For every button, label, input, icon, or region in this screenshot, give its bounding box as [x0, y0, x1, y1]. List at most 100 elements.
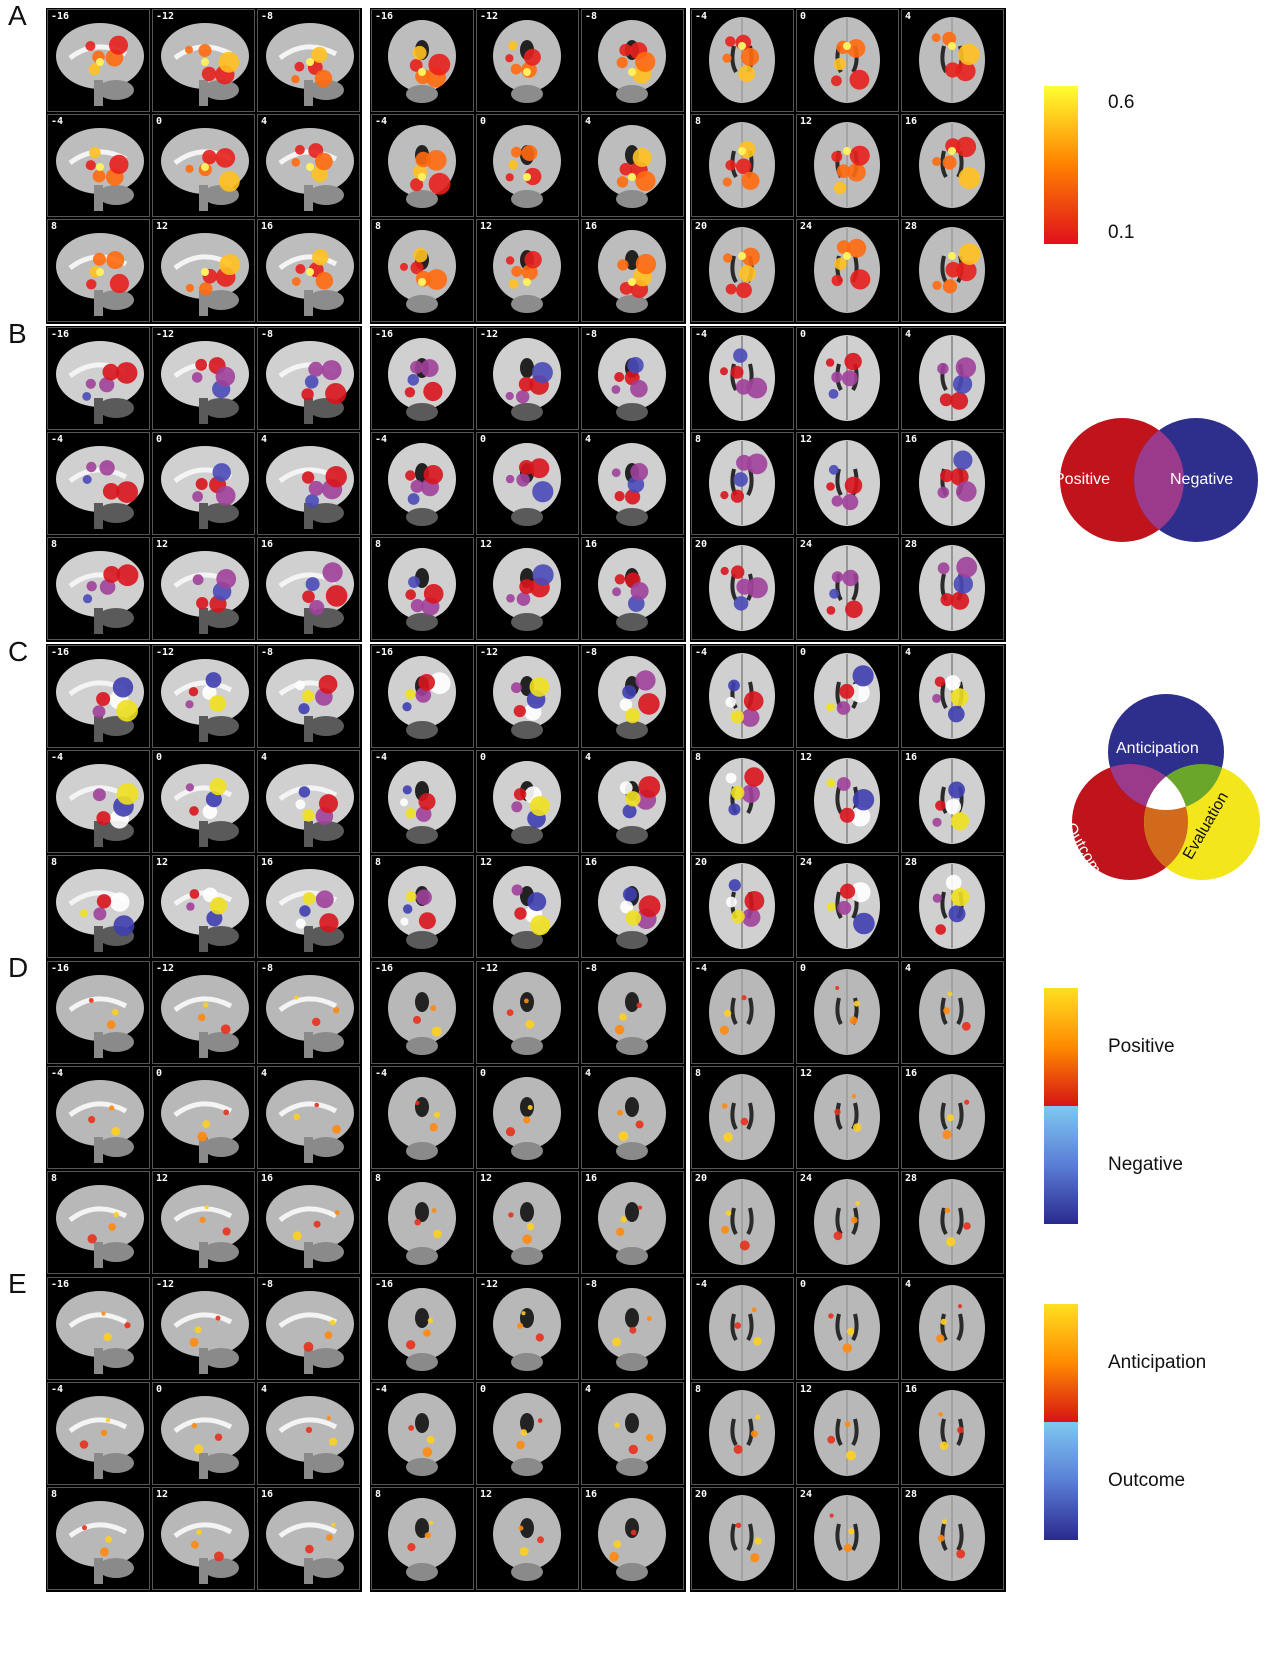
brain-slice-cell: 4	[581, 432, 684, 535]
brain-slice-cell: -16	[371, 1277, 474, 1380]
colorbar-top-label: Positive	[1108, 1036, 1175, 1057]
slice-coordinate-label: 16	[261, 221, 274, 232]
axial-brain-slice	[814, 440, 880, 526]
brain-slice-cell: 12	[152, 219, 255, 322]
brain-slice-cell: 8	[691, 1382, 794, 1485]
slice-coordinate-label: 16	[585, 1489, 598, 1500]
brain-slice-cell: 16	[901, 114, 1004, 217]
brain-slice-cell: 4	[581, 114, 684, 217]
slice-coordinate-label: 4	[585, 1068, 592, 1079]
brain-slice-cell: 8	[371, 537, 474, 640]
slice-coordinate-label: 8	[51, 539, 58, 550]
brain-slice-cell: -16	[371, 961, 474, 1064]
brain-slice-cell: 24	[796, 1171, 899, 1274]
sagittal-brain-slice	[56, 551, 144, 634]
slice-coordinate-label: 4	[905, 11, 912, 22]
slice-coordinate-label: 8	[695, 752, 702, 763]
brain-slice-cell: -16	[47, 645, 150, 748]
slice-coordinate-label: 8	[695, 1068, 702, 1079]
brain-slice-cell: -4	[371, 1382, 474, 1485]
brain-slice-cell: 12	[796, 114, 899, 217]
slice-coordinate-label: -8	[261, 11, 274, 22]
brain-slice-cell: 0	[152, 432, 255, 535]
brain-slice-cell: 16	[581, 855, 684, 958]
slice-coordinate-label: 24	[800, 539, 813, 550]
colorbar-bottom-label: Outcome	[1108, 1470, 1186, 1491]
axial-brain-slice	[814, 1285, 880, 1371]
venn-left-label: Positive	[1054, 471, 1111, 488]
brain-slice-cell: 12	[796, 1382, 899, 1485]
panel-letter: D	[8, 952, 29, 983]
brain-slice-cell: 28	[901, 1171, 1004, 1274]
axial-brain-slice	[919, 440, 985, 526]
axial-brain-slice	[814, 969, 880, 1055]
brain-slice-cell: 0	[796, 645, 899, 748]
brain-slice-cell: -8	[257, 1277, 360, 1380]
brain-slice-cell: -12	[476, 645, 579, 748]
coronal-brain-slice	[493, 972, 561, 1055]
coronal-slice-grid: -16 -12 -8 -4 0 4 8 12 16	[370, 326, 686, 642]
slice-coordinate-label: 12	[800, 434, 813, 445]
coronal-brain-slice	[598, 866, 666, 949]
axial-brain-slice	[814, 17, 880, 103]
coronal-slice-grid: -16 -12 -8 -4 0 4 8 12 16	[370, 960, 686, 1276]
panel-letter: B	[8, 318, 27, 349]
brain-slice-cell: 12	[152, 537, 255, 640]
coronal-brain-slice	[493, 866, 561, 949]
coronal-brain-slice	[388, 972, 456, 1055]
axial-brain-slice	[919, 122, 985, 208]
slice-coordinate-label: 8	[51, 857, 58, 868]
brain-slice-cell: 8	[47, 537, 150, 640]
slice-coordinate-label: 24	[800, 1173, 813, 1184]
sagittal-brain-slice	[56, 1501, 144, 1584]
brain-slice-cell: 16	[581, 1171, 684, 1274]
slice-coordinate-label: 8	[695, 434, 702, 445]
brain-slice-cell: 4	[581, 750, 684, 853]
axial-brain-slice	[709, 17, 775, 103]
slice-coordinate-label: -4	[375, 434, 388, 445]
slice-coordinate-label: -8	[261, 963, 274, 974]
brain-slice-cell: 12	[152, 855, 255, 958]
brain-slice-cell: -4	[371, 114, 474, 217]
slice-coordinate-label: -8	[261, 1279, 274, 1290]
slice-coordinate-label: -4	[375, 1068, 388, 1079]
brain-slice-cell: 0	[152, 1382, 255, 1485]
coronal-brain-slice	[388, 1077, 456, 1160]
slice-coordinate-label: 8	[695, 1384, 702, 1395]
brain-slice-cell: 24	[796, 537, 899, 640]
brain-slice-cell: 16	[581, 1487, 684, 1590]
brain-slice-cell: 12	[476, 219, 579, 322]
slice-coordinate-label: -4	[375, 752, 388, 763]
brain-slice-cell: 16	[901, 1066, 1004, 1169]
slice-coordinate-label: 8	[375, 1173, 382, 1184]
slice-coordinate-label: 28	[905, 1489, 918, 1500]
axial-brain-slice	[919, 758, 985, 844]
brain-slice-cell: -4	[47, 1066, 150, 1169]
slice-coordinate-label: 20	[695, 221, 708, 232]
sagittal-brain-slice	[266, 764, 354, 847]
brain-slice-cell: 8	[691, 1066, 794, 1169]
brain-slice-cell: -12	[476, 327, 579, 430]
panel-legend: 0.6 0.1	[1040, 8, 1276, 324]
axial-slice-grid: -4 0 4 8 12 16 20 24 28	[690, 1276, 1006, 1592]
axial-brain-slice	[919, 545, 985, 631]
brain-slice-cell: 24	[796, 219, 899, 322]
coronal-brain-slice	[598, 656, 666, 739]
slice-coordinate-label: 12	[156, 1489, 169, 1500]
axial-brain-slice	[919, 1495, 985, 1581]
axial-brain-slice	[814, 653, 880, 739]
brain-slice-cell: -4	[371, 1066, 474, 1169]
brain-slice-cell: -8	[581, 9, 684, 112]
panel-c: C -16 -12 -8 -4 0 4 8 12 16 -16 -12 -8 -4 0 4 8 12 16 -4 0 4 8…	[0, 636, 1276, 960]
panel-legend: Positive Negative	[1040, 326, 1276, 642]
coronal-brain-slice	[493, 230, 561, 313]
slice-coordinate-label: 24	[800, 221, 813, 232]
slice-coordinate-label: 28	[905, 1173, 918, 1184]
sagittal-brain-slice	[161, 659, 249, 742]
slice-coordinate-label: 4	[261, 116, 268, 127]
sagittal-brain-slice	[56, 1291, 144, 1374]
brain-slice-cell: -16	[371, 645, 474, 748]
sagittal-brain-slice	[56, 341, 144, 424]
slice-coordinate-label: 4	[261, 752, 268, 763]
brain-slice-cell: 20	[691, 1171, 794, 1274]
